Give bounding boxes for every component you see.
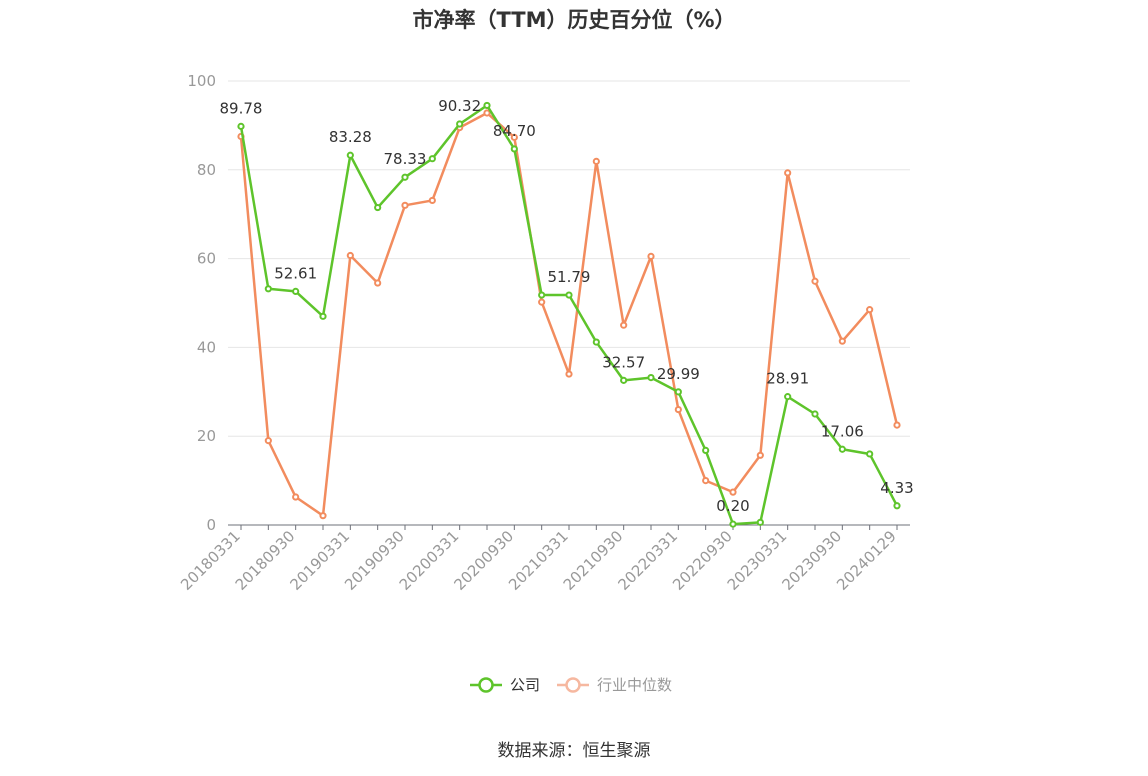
data-point-industry-median: [538, 298, 546, 306]
data-point-industry-median: [866, 306, 874, 314]
data-point-industry-median: [620, 321, 628, 329]
data-label: 4.33: [880, 479, 913, 497]
data-point-industry-median: [674, 405, 682, 414]
data-point-company: [592, 338, 600, 346]
data-label: 32.57: [602, 353, 645, 371]
data-label: 90.32: [438, 97, 481, 115]
data-point-company: [702, 446, 710, 455]
y-tick-label: 20: [197, 427, 216, 445]
data-label: 52.61: [274, 264, 317, 282]
data-point-company: [510, 145, 518, 153]
data-point-industry-median: [264, 437, 272, 445]
data-point-company: [647, 373, 655, 382]
data-point-company: [374, 203, 382, 212]
legend-label-industry-median: 行业中位数: [597, 676, 672, 694]
data-point-company: [428, 155, 436, 163]
data-label: 29.99: [657, 365, 700, 383]
data-point-company: [319, 312, 327, 320]
data-point-company: [674, 388, 682, 396]
data-point-industry-median: [510, 133, 518, 141]
chart-title: 市净率（TTM）历史百分位（%）: [412, 8, 736, 32]
data-point-company: [456, 120, 464, 128]
y-tick-label: 60: [197, 250, 216, 268]
data-point-industry-median: [893, 421, 901, 429]
data-point-company: [483, 101, 491, 110]
data-label: 0.20: [716, 497, 749, 515]
y-tick-label: 100: [187, 72, 216, 90]
data-point-company: [838, 445, 846, 453]
data-label: 78.33: [384, 150, 427, 168]
data-point-company: [756, 518, 764, 526]
data-point-industry-median: [374, 279, 382, 287]
data-point-company: [729, 520, 737, 528]
data-point-industry-median: [784, 169, 792, 177]
data-point-industry-median: [428, 196, 436, 205]
series-line-company: [239, 104, 899, 526]
data-point-industry-median: [811, 277, 819, 285]
data-point-company: [264, 285, 272, 293]
data-point-industry-median: [756, 451, 764, 459]
data-label: 89.78: [220, 99, 263, 117]
y-tick-label: 0: [206, 516, 216, 534]
source-note: 数据来源：恒生聚源: [497, 741, 651, 761]
y-tick-label: 40: [197, 338, 216, 356]
data-point-company: [811, 410, 819, 418]
data-point-company: [237, 122, 245, 130]
data-point-industry-median: [292, 493, 300, 501]
data-point-industry-median: [401, 201, 409, 209]
data-point-company: [346, 151, 354, 159]
legend-marker-company: [478, 677, 494, 693]
y-tick-label: 80: [197, 161, 216, 179]
data-label: 28.91: [766, 370, 809, 388]
data-point-company: [401, 173, 409, 181]
data-point-company: [565, 291, 573, 299]
data-point-industry-median: [483, 109, 491, 117]
data-point-industry-median: [647, 252, 655, 260]
data-point-industry-median: [565, 370, 573, 378]
data-point-company: [784, 393, 792, 401]
legend-marker-industry-median: [565, 677, 581, 693]
data-point-industry-median: [838, 337, 846, 345]
data-point-industry-median: [592, 157, 600, 165]
data-point-company: [620, 376, 628, 384]
data-label: 84.70: [493, 122, 536, 140]
data-label: 17.06: [821, 422, 864, 440]
data-point-industry-median: [319, 512, 327, 520]
legend-label-company: 公司: [510, 676, 540, 694]
data-point-company: [893, 502, 901, 510]
x-tick-label: 20240129: [833, 527, 900, 594]
data-label: 51.79: [548, 268, 591, 286]
data-point-industry-median: [346, 251, 354, 260]
data-label: 83.28: [329, 128, 372, 146]
data-point-company: [866, 450, 874, 458]
series-line-industry-median: [239, 111, 899, 517]
data-point-company: [292, 287, 300, 296]
data-point-industry-median: [702, 477, 710, 485]
data-point-company: [538, 291, 546, 299]
data-point-industry-median: [729, 488, 737, 496]
